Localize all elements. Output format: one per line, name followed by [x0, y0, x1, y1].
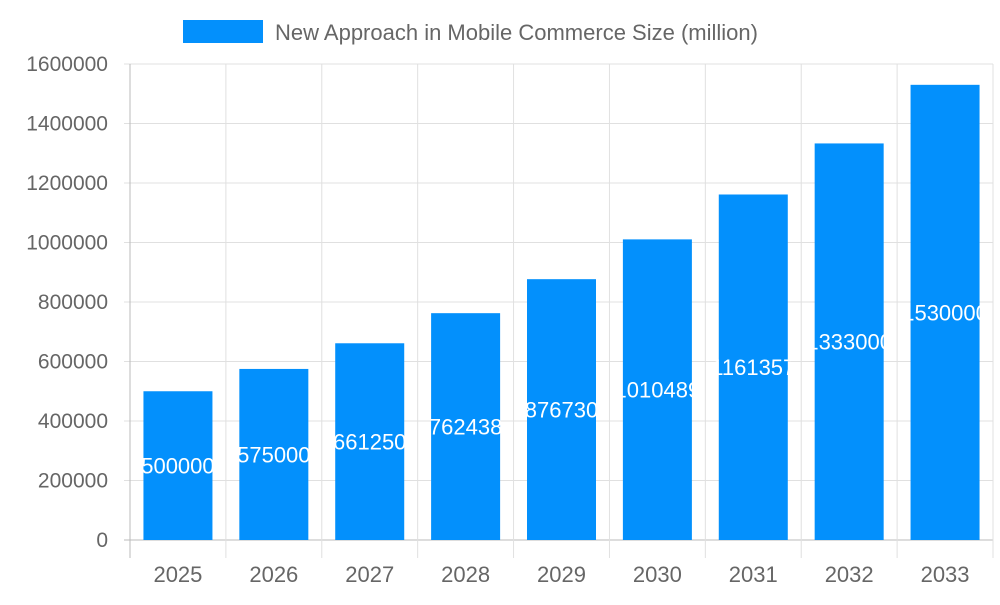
x-tick-label: 2028	[441, 562, 490, 587]
bar-2032	[814, 143, 884, 540]
y-tick-label: 600000	[38, 351, 108, 374]
x-tick-label: 2027	[345, 562, 394, 587]
legend-label: New Approach in Mobile Commerce Size (mi…	[275, 20, 758, 45]
data-label: 500000	[141, 454, 214, 479]
y-tick-label: 0	[96, 529, 108, 552]
y-tick-label: 1400000	[26, 113, 108, 136]
bar-2029	[527, 279, 596, 540]
bar-2033	[910, 84, 980, 540]
data-label: 1333000	[806, 330, 892, 355]
bar-2026	[239, 368, 309, 540]
legend-swatch	[183, 20, 263, 43]
x-tick-label: 2026	[249, 562, 298, 587]
bar-2028	[431, 313, 501, 540]
x-tick-label: 2029	[537, 562, 586, 587]
data-label: 1010489	[615, 378, 701, 403]
bar-2031	[718, 194, 788, 541]
data-label: 762438	[429, 415, 502, 440]
x-tick-label: 2030	[633, 562, 682, 587]
x-tick-label: 2025	[153, 562, 202, 587]
y-tick-label: 1600000	[26, 53, 108, 76]
data-label: 1161357	[711, 355, 795, 380]
y-tick-label: 1000000	[26, 232, 108, 255]
x-tick-label: 2031	[729, 562, 778, 587]
bar-2025	[143, 391, 213, 540]
y-tick-label: 1200000	[26, 172, 108, 195]
x-tick-label: 2033	[921, 562, 970, 587]
y-tick-label: 400000	[38, 410, 108, 433]
x-tick-label: 2032	[825, 562, 874, 587]
bar-2027	[335, 343, 405, 540]
data-label: 575000	[237, 442, 310, 467]
data-label: 876730	[525, 398, 598, 423]
data-label: 661250	[333, 430, 406, 455]
data-label: 1530000	[902, 300, 988, 325]
bar-2030	[622, 239, 692, 540]
y-tick-label: 200000	[38, 470, 108, 493]
y-tick-label: 800000	[38, 291, 108, 314]
